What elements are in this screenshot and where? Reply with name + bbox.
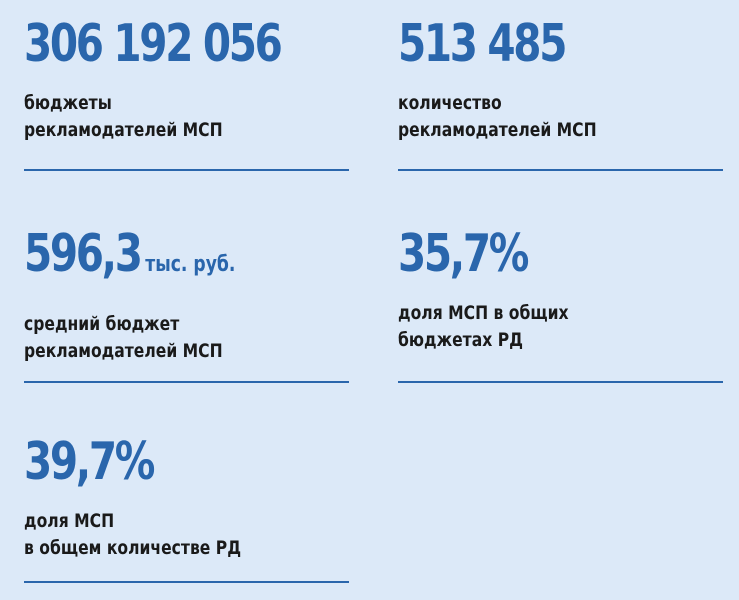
divider (398, 381, 723, 383)
stat-label-line2: рекламодателей МСП (24, 119, 223, 141)
stat-ad-budgets: 306 192 056 бюджеты рекламодателей МСП (24, 14, 353, 144)
stat-value: 513 485 (398, 14, 567, 74)
stat-label-line1: бюджеты (24, 92, 112, 114)
divider (24, 169, 349, 171)
stat-label-line2: рекламодателей МСП (398, 119, 597, 141)
stat-budget-share: 35,7% доля МСП в общих бюджетах РД (398, 224, 606, 354)
stat-value: 35,7% (398, 224, 529, 284)
divider (398, 169, 723, 171)
stat-label-line1: количество (398, 92, 502, 114)
stat-label-line1: доля МСП в общих (398, 302, 569, 324)
stat-label-line2: бюджетах РД (398, 329, 523, 351)
stat-label-line1: средний бюджет (24, 313, 180, 335)
stat-label-line2: рекламодателей МСП (24, 340, 223, 362)
stat-label-line2: в общем количестве РД (24, 537, 242, 559)
stat-value: 306 192 056 (24, 14, 283, 74)
stat-advertiser-count: 513 485 количество рекламодателей МСП (398, 14, 640, 144)
divider (24, 581, 349, 583)
stat-value: 596,3 тыс. руб. (24, 224, 236, 284)
stat-average-budget: 596,3 тыс. руб. средний бюджет рекламодат… (24, 224, 295, 365)
divider (24, 381, 349, 383)
stat-value: 39,7% (24, 432, 155, 492)
stat-unit: тыс. руб. (145, 252, 236, 277)
stat-count-share: 39,7% доля МСП в общем количестве РД (24, 432, 289, 562)
stat-label-line1: доля МСП (24, 510, 115, 532)
